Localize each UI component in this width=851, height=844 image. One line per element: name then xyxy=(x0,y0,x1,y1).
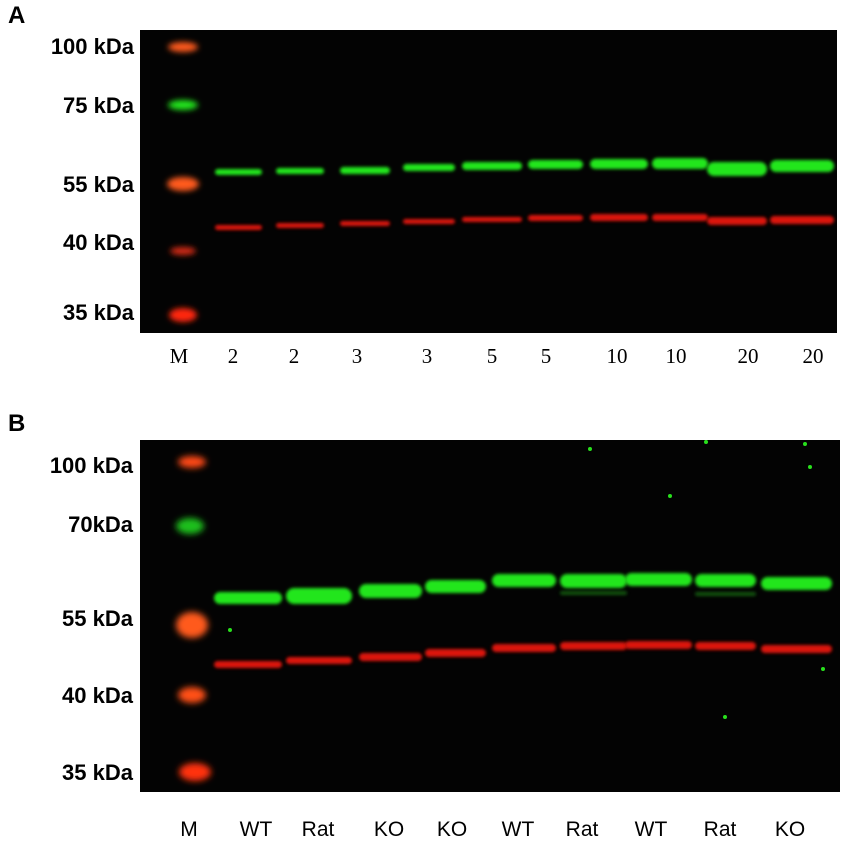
lane-label: 5 xyxy=(540,344,552,368)
green-band xyxy=(215,169,262,175)
speck xyxy=(808,465,812,469)
lane-label: 3 xyxy=(421,344,433,368)
red-band xyxy=(652,214,708,221)
panel-b-letter: B xyxy=(8,410,26,437)
green-band xyxy=(528,160,583,169)
speck xyxy=(821,667,825,671)
lane-label: WT xyxy=(501,818,535,841)
green-band xyxy=(359,584,422,598)
ladder-band-75 xyxy=(168,100,198,110)
red-band xyxy=(560,642,627,650)
red-band xyxy=(590,214,648,221)
green-band xyxy=(590,159,648,169)
green-band xyxy=(625,573,692,586)
marker-label: 100 kDa xyxy=(49,453,133,478)
speck xyxy=(803,442,807,446)
faint-band xyxy=(560,591,627,595)
lane-label: WT xyxy=(634,818,668,841)
green-band xyxy=(560,574,627,588)
green-band xyxy=(425,580,486,593)
red-band xyxy=(625,641,692,649)
marker-label: 40 kDa xyxy=(63,230,134,255)
green-band xyxy=(770,160,834,172)
speck xyxy=(588,447,592,451)
ladder-band-70 xyxy=(176,518,204,534)
lane-label: 2 xyxy=(288,344,300,368)
marker-label: 75 kDa xyxy=(63,93,134,118)
ladder-band-55 xyxy=(167,177,199,191)
green-band xyxy=(492,574,556,587)
green-band xyxy=(276,168,324,174)
red-band xyxy=(340,221,390,226)
lane-label: KO xyxy=(373,818,405,841)
speck xyxy=(704,440,708,444)
panel-b-blot-image xyxy=(176,440,832,781)
lane-label: 5 xyxy=(486,344,498,368)
lane-label: Rat xyxy=(703,818,737,841)
panel-a-letter: A xyxy=(8,2,26,29)
red-band xyxy=(359,653,422,661)
panel-b-blot xyxy=(140,440,840,792)
speck xyxy=(723,715,727,719)
green-band xyxy=(214,592,282,604)
marker-label: 100 kDa xyxy=(50,34,134,59)
lane-label: WT xyxy=(239,818,273,841)
green-band xyxy=(761,577,832,590)
lane-label: Rat xyxy=(565,818,599,841)
marker-label: 55 kDa xyxy=(63,172,134,197)
lane-label: 10 xyxy=(606,344,628,368)
lane-label: M xyxy=(180,818,198,841)
red-band xyxy=(462,217,522,222)
green-band xyxy=(462,162,522,170)
red-band xyxy=(707,217,767,225)
red-band xyxy=(695,642,756,650)
ladder-band-100 xyxy=(168,42,198,52)
panel-a-blot-image xyxy=(167,42,834,322)
red-band xyxy=(214,661,282,668)
lane-label: KO xyxy=(774,818,806,841)
ladder-band-35 xyxy=(169,308,197,322)
red-band xyxy=(770,216,834,224)
red-band xyxy=(425,649,486,657)
red-band xyxy=(276,223,324,228)
green-band xyxy=(652,158,708,169)
red-band xyxy=(492,644,556,652)
lane-label: KO xyxy=(436,818,468,841)
lane-label: 10 xyxy=(665,344,687,368)
speck xyxy=(668,494,672,498)
lane-label: M xyxy=(169,344,189,368)
marker-label: 55 kDa xyxy=(62,606,133,631)
red-band xyxy=(761,645,832,653)
marker-label: 70kDa xyxy=(68,512,133,537)
speck xyxy=(228,628,232,632)
panel-a-blot xyxy=(140,30,837,333)
marker-label: 40 kDa xyxy=(62,683,133,708)
green-band xyxy=(695,574,756,587)
red-band xyxy=(528,215,583,221)
red-band xyxy=(403,219,455,224)
green-band xyxy=(403,164,455,171)
lane-label: 20 xyxy=(802,344,824,368)
green-band xyxy=(340,167,390,174)
red-band xyxy=(286,657,352,664)
lane-label: 20 xyxy=(737,344,759,368)
marker-label: 35 kDa xyxy=(62,760,133,785)
lane-label: 2 xyxy=(227,344,239,368)
green-band xyxy=(707,162,767,176)
marker-label: 35 kDa xyxy=(63,300,134,325)
ladder-band-55 xyxy=(176,612,208,638)
lane-label: Rat xyxy=(301,818,335,841)
green-band xyxy=(286,588,352,604)
ladder-band-40 xyxy=(178,687,206,703)
faint-band xyxy=(695,592,756,596)
lane-label: 3 xyxy=(351,344,363,368)
ladder-band-100 xyxy=(178,456,206,468)
red-band xyxy=(215,225,262,230)
ladder-band-40 xyxy=(170,247,196,255)
ladder-band-35 xyxy=(179,763,211,781)
